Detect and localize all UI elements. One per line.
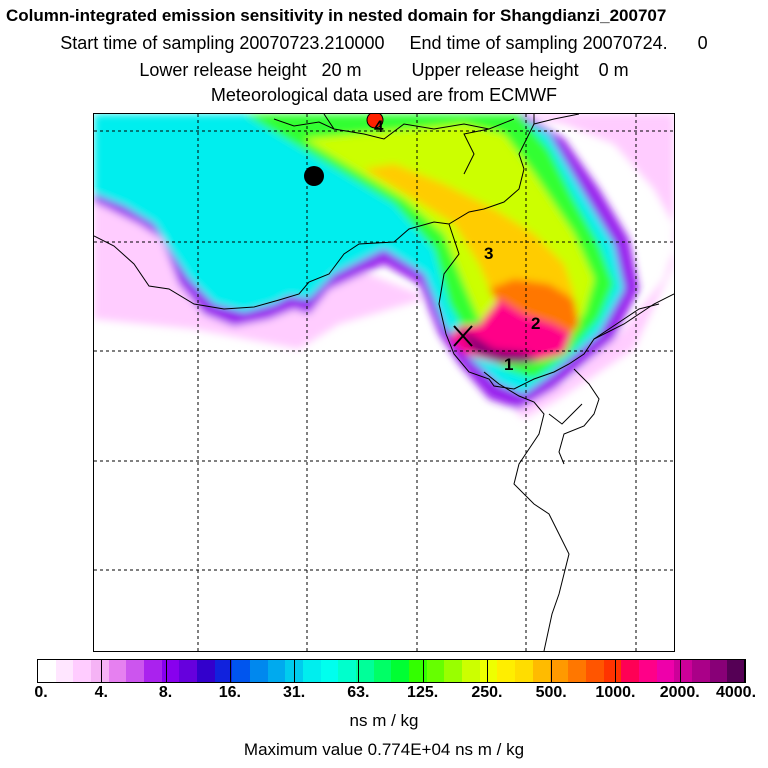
colorbar-segment: [550, 660, 569, 682]
colorbar-segment: [391, 660, 410, 682]
colorbar-segment: [638, 660, 657, 682]
colorbar-segment: [356, 660, 374, 682]
release-height-line: Lower release height 20 m Upper release …: [139, 60, 629, 80]
colorbar-segment: [709, 660, 728, 682]
colorbar-tick-label: 63.: [347, 684, 370, 701]
colorbar-tick: [229, 659, 231, 683]
colorbar-segment: [691, 660, 710, 682]
colorbar-segment: [674, 660, 692, 682]
colorbar-segment: [497, 660, 516, 682]
colorbar-segment: [338, 660, 357, 682]
colorbar-segment: [179, 660, 198, 682]
colorbar-segment: [214, 660, 233, 682]
colorbar-tick-label: 1000.: [595, 684, 636, 701]
met-data-line: Meteorological data used are from ECMWF: [210, 85, 558, 105]
colorbar-segment: [144, 660, 162, 682]
colorbar-tick: [422, 659, 424, 683]
sensitivity-map: 4 3 2 1: [94, 114, 674, 651]
colorbar-segment: [444, 660, 463, 682]
colorbar-segment: [585, 660, 604, 682]
colorbar-tick-label: 125.: [407, 684, 439, 701]
cluster-label-4: 4: [374, 117, 384, 136]
colorbar-segment: [250, 660, 268, 682]
map-title: Column-integrated emission sensitivity i…: [6, 6, 667, 25]
colorbar-segment: [303, 660, 321, 682]
colorbar-segment: [108, 660, 127, 682]
colorbar-unit: ns m / kg: [349, 711, 419, 730]
colorbar-tick: [294, 659, 296, 683]
maximum-value-text: Maximum value 0.774E+04 ns m / kg: [243, 740, 525, 759]
colorbar-segment: [603, 660, 622, 682]
map-panel: 4 3 2 1: [93, 113, 675, 652]
colorbar-segment: [479, 660, 498, 682]
colorbar-segment: [73, 660, 92, 682]
coastlines: [94, 114, 674, 651]
sampling-time-line: Start time of sampling 20070723.210000 E…: [60, 33, 708, 53]
colorbar-segment: [515, 660, 533, 682]
colorbar-tick: [101, 659, 103, 683]
sensitivity-field: [94, 114, 674, 419]
colorbar-tick: [165, 659, 167, 683]
colorbar-tick-label: 2000.: [659, 684, 700, 701]
colorbar-tick-label: 500.: [535, 684, 567, 701]
colorbar-tick-label: 250.: [471, 684, 503, 701]
receptor-site-marker: [453, 325, 473, 347]
colorbar-segment: [267, 660, 286, 682]
colorbar-segment: [426, 660, 445, 682]
lat-lon-grid: [94, 114, 674, 651]
colorbar-tick: [615, 659, 617, 683]
cluster-3-marker: [304, 166, 324, 186]
colorbar-segment: [126, 660, 145, 682]
colorbar-segment: [462, 660, 480, 682]
colorbar-segment: [232, 660, 251, 682]
colorbar-tick-label: 31.: [282, 684, 306, 701]
colorbar-tick: [37, 659, 38, 683]
colorbar-segment: [727, 660, 745, 682]
colorbar-tick-label: 4000.: [715, 684, 757, 701]
colorbar-segment: [55, 660, 74, 682]
cluster-label-3: 3: [484, 244, 493, 263]
colorbar-tick: [679, 659, 681, 683]
colorbar-segment: [409, 660, 427, 682]
colorbar-tick-label: 0.: [34, 684, 48, 701]
colorbar-tick: [551, 659, 553, 683]
colorbar-segment: [656, 660, 675, 682]
colorbar: [37, 659, 746, 683]
colorbar-segment: [532, 660, 551, 682]
colorbar-tick: [486, 659, 488, 683]
colorbar-segment: [320, 660, 339, 682]
colorbar-tick: [744, 659, 745, 683]
colorbar-tick-label: 8.: [158, 684, 173, 701]
colorbar-segment: [373, 660, 392, 682]
cluster-4-marker: [366, 114, 384, 129]
cluster-label-1: 1: [504, 355, 513, 374]
colorbar-segment: [621, 660, 639, 682]
colorbar-segment: [161, 660, 180, 682]
colorbar-segment: [91, 660, 109, 682]
colorbar-tick-label: 4.: [94, 684, 108, 701]
colorbar-segment: [38, 660, 56, 682]
colorbar-tick-label: 16.: [218, 684, 241, 701]
cluster-label-2: 2: [531, 314, 540, 333]
colorbar-segment: [197, 660, 215, 682]
colorbar-tick: [358, 659, 360, 683]
colorbar-segment: [568, 660, 586, 682]
